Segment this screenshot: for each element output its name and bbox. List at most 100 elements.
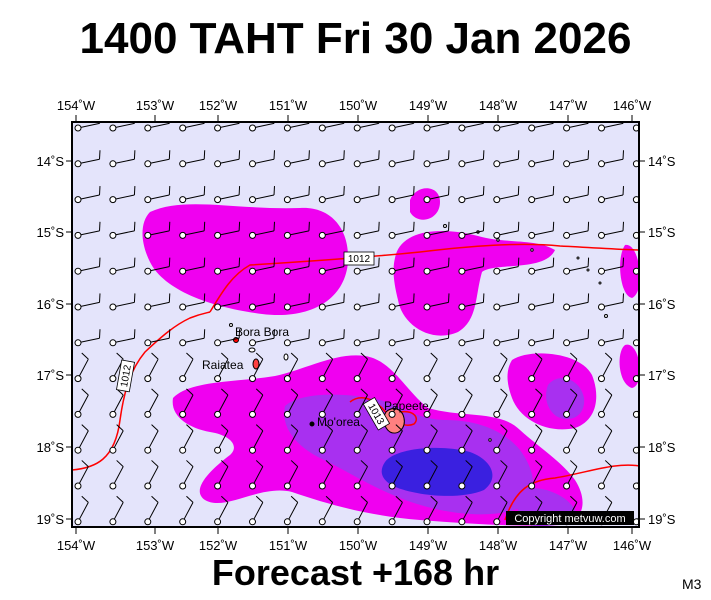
wind-barb-shaft bbox=[461, 266, 484, 272]
wind-barb-station bbox=[318, 410, 326, 418]
wind-barb-station bbox=[214, 518, 222, 526]
wind-barb-shaft bbox=[112, 266, 135, 272]
wind-barb-station bbox=[598, 231, 605, 239]
wind-barb-shaft bbox=[147, 230, 170, 236]
wind-barb-shaft bbox=[426, 337, 449, 344]
wind-barb-station bbox=[179, 446, 187, 454]
wind-barb-station bbox=[388, 410, 396, 418]
wind-barb-feather bbox=[151, 424, 159, 432]
wind-barb-station bbox=[214, 267, 222, 275]
wind-barb-station bbox=[353, 375, 361, 383]
wind-barb-station bbox=[493, 375, 501, 383]
wind-barb-shaft bbox=[426, 194, 449, 201]
wind-barb-station bbox=[318, 196, 326, 204]
wind-barb-feather bbox=[395, 460, 403, 467]
wind-barb-station bbox=[283, 267, 291, 275]
wind-barb-feather bbox=[221, 388, 229, 396]
wind-barb-station bbox=[563, 339, 571, 347]
wind-barb-station bbox=[318, 339, 326, 347]
wind-barb-shaft bbox=[391, 194, 414, 201]
wind-barb-shaft bbox=[182, 466, 194, 487]
wind-barb-station bbox=[179, 303, 187, 311]
wind-barb-station bbox=[493, 124, 501, 132]
wind-barb-station bbox=[632, 410, 639, 418]
lon-label-bottom: 154˚W bbox=[57, 538, 96, 553]
wind-barb-shaft bbox=[252, 122, 275, 129]
wind-barb-station bbox=[388, 482, 396, 490]
wind-barb-shaft bbox=[77, 358, 89, 379]
wind-barb-station bbox=[353, 410, 361, 418]
island-maupiti bbox=[229, 323, 233, 327]
wind-barb-shaft bbox=[496, 122, 519, 129]
wind-barb-shaft bbox=[217, 122, 240, 129]
wind-barb-shaft bbox=[147, 430, 159, 451]
wind-barb-station bbox=[598, 303, 605, 311]
wind-barb-shaft bbox=[217, 230, 240, 236]
wind-barb-shaft bbox=[601, 358, 613, 379]
wind-barb-shaft bbox=[286, 466, 299, 487]
wind-barb-station bbox=[74, 518, 82, 526]
wind-barb-shaft bbox=[496, 502, 508, 523]
wind-barb-shaft bbox=[601, 230, 624, 236]
wind-barb-station bbox=[353, 303, 361, 311]
wind-barb-shaft bbox=[426, 430, 438, 451]
wind-barb-shaft bbox=[112, 301, 135, 308]
wind-barb-feather bbox=[116, 460, 124, 467]
wind-barb-station bbox=[283, 339, 291, 347]
wind-barb-station bbox=[598, 410, 605, 418]
island-raiatea bbox=[252, 358, 260, 370]
wind-barb-shaft bbox=[322, 230, 344, 236]
wind-barb-station bbox=[632, 339, 639, 347]
wind-barb-shaft bbox=[217, 466, 229, 487]
wind-barb-shaft bbox=[461, 158, 484, 165]
wind-barb-station bbox=[388, 267, 396, 275]
wind-barb-shaft bbox=[531, 466, 543, 487]
wind-barb-shaft bbox=[217, 430, 229, 451]
wind-barb-shaft bbox=[182, 301, 205, 308]
wind-barb-station bbox=[423, 446, 431, 454]
wind-barb-shaft bbox=[182, 394, 194, 415]
wind-barb-station bbox=[249, 339, 256, 347]
wind-barb-shaft bbox=[112, 466, 124, 487]
lat-label-right: 14˚S bbox=[648, 154, 676, 169]
place-label-raiatea: Raiatea bbox=[202, 358, 244, 372]
wind-barb-station bbox=[353, 160, 361, 168]
wind-barb-shaft bbox=[426, 358, 438, 379]
lon-label-top: 154˚W bbox=[57, 98, 96, 113]
wind-barb-station bbox=[458, 303, 466, 311]
wind-barb-shaft bbox=[356, 466, 368, 487]
wind-barb-feather bbox=[570, 460, 578, 467]
wind-barb-shaft bbox=[147, 394, 159, 415]
wind-barb-station bbox=[283, 231, 291, 239]
wind-barb-feather bbox=[186, 495, 194, 503]
wind-barb-feather bbox=[604, 424, 613, 432]
wind-barb-station bbox=[144, 446, 152, 454]
wind-barb-station bbox=[388, 231, 396, 239]
wind-barb-shaft bbox=[182, 430, 194, 451]
wind-barb-shaft bbox=[426, 230, 449, 236]
lon-label-top: 152˚W bbox=[199, 98, 238, 113]
wind-barb-station bbox=[388, 446, 396, 454]
wind-barb-shaft bbox=[391, 502, 403, 523]
wind-barb-shaft bbox=[496, 194, 519, 201]
wind-barb-station bbox=[144, 124, 152, 132]
wind-barb-shaft bbox=[356, 394, 368, 415]
isobar-label: 1013 bbox=[362, 396, 391, 431]
wind-barb-feather bbox=[604, 352, 613, 360]
isobars bbox=[72, 243, 639, 521]
wind-barb-feather bbox=[535, 495, 543, 503]
wind-barb-station bbox=[214, 446, 222, 454]
wind-barb-feather bbox=[325, 352, 333, 360]
wind-barb-station bbox=[144, 196, 152, 204]
wind-barb-shaft bbox=[112, 194, 135, 201]
wind-barb-station bbox=[249, 160, 256, 168]
wind-barb-shaft bbox=[147, 466, 159, 487]
wind-barb-shaft bbox=[322, 158, 344, 165]
wind-barb-feather bbox=[430, 495, 438, 503]
wind-barb-feather bbox=[500, 460, 508, 467]
wind-barb-station bbox=[563, 231, 571, 239]
wind-barb-shaft bbox=[287, 122, 310, 129]
wind-barb-shaft bbox=[391, 466, 403, 487]
wind-barb-station bbox=[423, 196, 431, 204]
